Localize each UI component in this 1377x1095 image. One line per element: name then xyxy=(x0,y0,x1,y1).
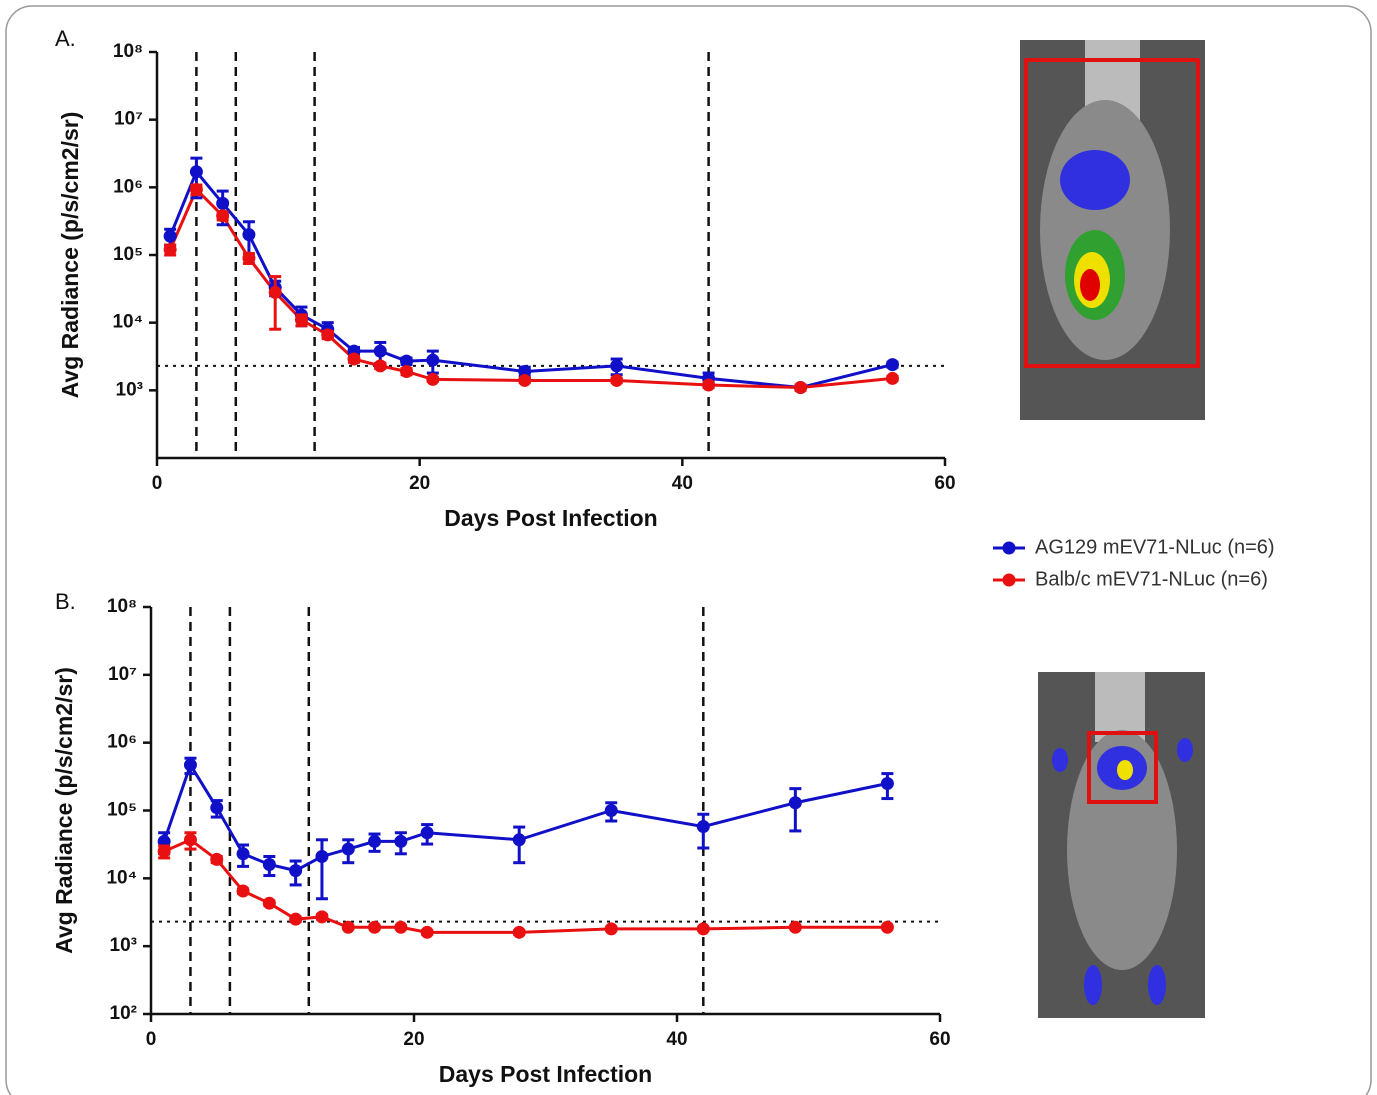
y-axis-label: Avg Radiance (p/s/cm2/sr) xyxy=(51,667,77,954)
y-tick-label: 10⁸ xyxy=(107,596,137,617)
point xyxy=(421,826,434,839)
point xyxy=(269,286,282,299)
point xyxy=(210,853,223,866)
point xyxy=(164,230,177,243)
point xyxy=(184,833,197,846)
point xyxy=(190,165,203,178)
y-tick-label: 10⁵ xyxy=(113,244,143,265)
series-line xyxy=(164,840,887,933)
x-tick-label: 0 xyxy=(146,1029,157,1050)
point xyxy=(794,381,807,394)
point xyxy=(237,885,250,898)
legend-marker xyxy=(1003,574,1016,587)
y-tick-label: 10⁷ xyxy=(114,109,143,130)
point xyxy=(886,358,899,371)
x-tick-label: 20 xyxy=(409,473,430,494)
point xyxy=(190,183,203,196)
point xyxy=(605,804,618,817)
point xyxy=(289,864,302,877)
point xyxy=(342,921,355,934)
point xyxy=(881,921,894,934)
series-line xyxy=(164,765,887,871)
y-tick-label: 10⁴ xyxy=(112,312,143,333)
point xyxy=(886,372,899,385)
photo-b xyxy=(1038,672,1205,1018)
legend-label: Balb/c mEV71-NLuc (n=6) xyxy=(1035,568,1268,590)
point xyxy=(263,897,276,910)
series-line xyxy=(170,172,892,388)
point xyxy=(513,833,526,846)
point xyxy=(394,835,407,848)
x-tick-label: 40 xyxy=(666,1029,687,1050)
point xyxy=(702,378,715,391)
point xyxy=(374,359,387,372)
error-bar xyxy=(789,789,801,831)
x-axis-label: Days Post Infection xyxy=(444,505,657,531)
point xyxy=(216,209,229,222)
x-tick-label: 20 xyxy=(403,1029,424,1050)
point xyxy=(164,243,177,256)
point xyxy=(184,758,197,771)
x-tick-label: 60 xyxy=(934,473,955,494)
point xyxy=(789,796,802,809)
point xyxy=(881,777,894,790)
page: {"chart_data": [ {"type": "line", "label… xyxy=(0,0,1377,1095)
point xyxy=(421,926,434,939)
y-tick-label: 10⁵ xyxy=(107,800,137,821)
legend-marker xyxy=(1003,542,1016,555)
point xyxy=(426,354,439,367)
y-tick-label: 10⁶ xyxy=(113,176,143,197)
y-tick-label: 10³ xyxy=(110,935,137,956)
point xyxy=(237,847,250,860)
point xyxy=(348,353,361,366)
point xyxy=(518,374,531,387)
point xyxy=(697,820,710,833)
point xyxy=(242,252,255,265)
point xyxy=(315,910,328,923)
legend-label: AG129 mEV71-NLuc (n=6) xyxy=(1035,536,1275,558)
point xyxy=(610,374,623,387)
point xyxy=(263,858,276,871)
error-bar xyxy=(316,840,328,899)
point xyxy=(315,850,328,863)
panel-label: B. xyxy=(55,589,76,614)
point xyxy=(289,913,302,926)
legend: AG129 mEV71-NLuc (n=6) Balb/c mEV71-NLuc … xyxy=(993,536,1275,590)
point xyxy=(295,313,308,326)
y-tick-label: 10² xyxy=(110,1003,137,1024)
photo-a xyxy=(1020,40,1205,420)
point xyxy=(210,801,223,814)
point xyxy=(426,373,439,386)
point xyxy=(242,228,255,241)
point xyxy=(789,921,802,934)
y-tick-label: 10⁴ xyxy=(106,867,137,888)
point xyxy=(610,359,623,372)
y-tick-label: 10³ xyxy=(116,379,143,400)
point xyxy=(697,922,710,935)
y-axis-label: Avg Radiance (p/s/cm2/sr) xyxy=(57,112,83,399)
point xyxy=(342,843,355,856)
x-tick-label: 0 xyxy=(152,473,163,494)
figure: AG129 mEV71-NLuc (n=6) Balb/c mEV71-NLuc … xyxy=(0,0,1377,1095)
y-tick-label: 10⁷ xyxy=(108,664,137,685)
point xyxy=(368,835,381,848)
y-tick-label: 10⁶ xyxy=(107,732,137,753)
x-tick-label: 40 xyxy=(672,473,693,494)
point xyxy=(216,197,229,210)
point xyxy=(605,922,618,935)
point xyxy=(374,345,387,358)
panel-label: A. xyxy=(55,26,76,51)
x-axis-label: Days Post Infection xyxy=(439,1061,652,1087)
point xyxy=(513,926,526,939)
point xyxy=(400,365,413,378)
point xyxy=(321,328,334,341)
x-tick-label: 60 xyxy=(929,1029,950,1050)
point xyxy=(158,845,171,858)
point xyxy=(368,921,381,934)
y-tick-label: 10⁸ xyxy=(113,41,143,62)
point xyxy=(394,921,407,934)
